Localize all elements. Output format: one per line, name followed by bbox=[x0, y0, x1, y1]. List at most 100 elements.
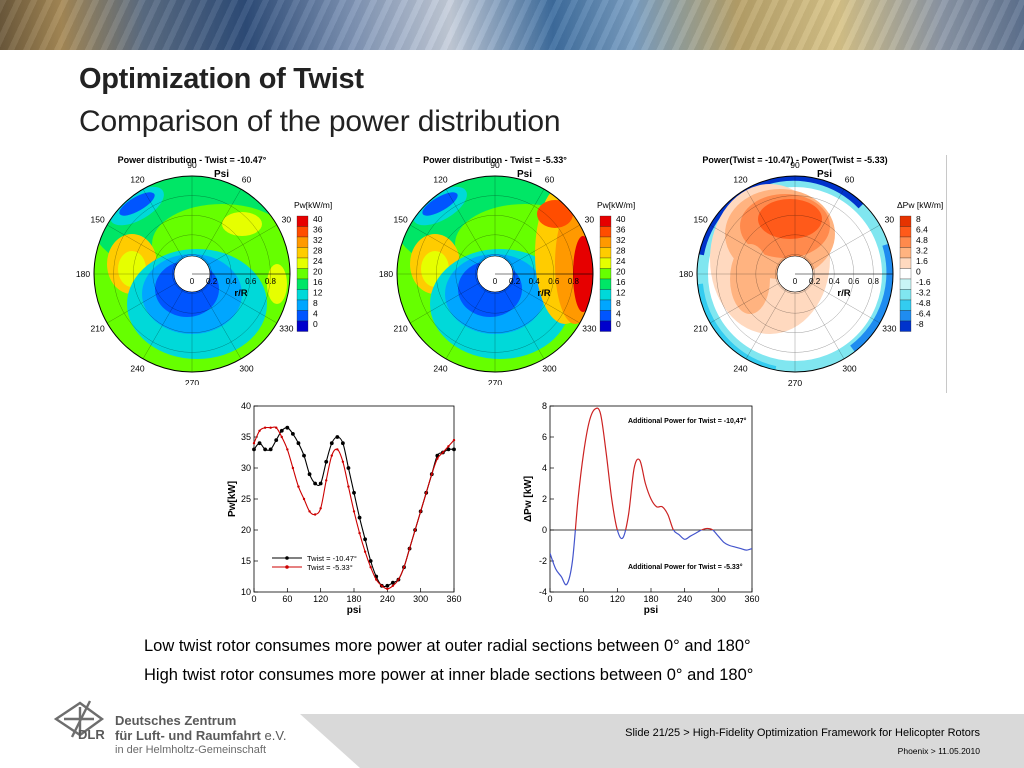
angle-tick-label: 150 bbox=[694, 215, 708, 225]
dlr-logo-icon bbox=[53, 700, 105, 738]
data-point bbox=[441, 451, 445, 454]
legend-title: Pw[kW/m] bbox=[597, 200, 635, 210]
legend-swatch bbox=[599, 215, 612, 227]
grid-spoke bbox=[410, 224, 480, 266]
legend-swatch bbox=[599, 247, 612, 259]
polar-chart-difference: Power(Twist = -10.47) - Power(Twist = -5… bbox=[679, 155, 943, 388]
footer-event-info: Phoenix > 11.05.2010 bbox=[897, 746, 980, 756]
data-point bbox=[375, 578, 378, 581]
grid-spoke bbox=[810, 282, 880, 324]
angle-tick-label: 120 bbox=[433, 175, 447, 185]
legend-level-label: 0 bbox=[616, 319, 621, 329]
data-point bbox=[336, 448, 339, 451]
data-point bbox=[363, 550, 367, 553]
grid-spoke bbox=[207, 224, 277, 266]
chart-title: Power(Twist = -10.47) - Power(Twist = -5… bbox=[702, 155, 887, 165]
grid-spoke bbox=[200, 289, 242, 359]
x-tick-label: 120 bbox=[610, 594, 625, 604]
legend-swatch bbox=[296, 226, 309, 238]
grid-spoke bbox=[803, 189, 845, 259]
data-point bbox=[307, 472, 312, 477]
data-point bbox=[258, 429, 261, 432]
radius-tick-label: 0.8 bbox=[568, 277, 580, 286]
y-tick-label: 15 bbox=[241, 556, 251, 566]
data-point bbox=[447, 445, 450, 448]
line-chart-power: 0 60 120 180 240 300 360 10 15 20 25 30 35 40 psi Pw[kW… bbox=[227, 401, 462, 616]
annotation-label: Additional Power for Twist = -5.33° bbox=[628, 563, 743, 571]
x-axis-label: psi bbox=[644, 605, 659, 616]
legend-swatch bbox=[599, 236, 612, 248]
contour-band bbox=[758, 199, 822, 239]
legend-swatch bbox=[599, 299, 612, 311]
legend-level-label: 3.2 bbox=[916, 246, 928, 256]
legend-level-label: -6.4 bbox=[916, 309, 931, 319]
radius-tick-label: 0.6 bbox=[548, 277, 560, 286]
legend-marker bbox=[285, 556, 289, 560]
bullet-list: Low twist rotor consumes more power at o… bbox=[144, 632, 753, 690]
angle-tick-label: 240 bbox=[130, 363, 144, 373]
legend-level-label: 0 bbox=[313, 319, 318, 329]
legend-swatch bbox=[296, 215, 309, 227]
x-tick-label: 60 bbox=[282, 594, 292, 604]
grid-spoke bbox=[410, 282, 480, 324]
contour-band bbox=[222, 212, 262, 236]
x-tick-label: 300 bbox=[711, 594, 726, 604]
y-tick-label: 20 bbox=[241, 525, 251, 535]
angle-tick-label: 90 bbox=[490, 160, 500, 170]
data-point bbox=[341, 460, 345, 463]
radius-axis-label: r/R bbox=[837, 288, 850, 299]
data-point bbox=[308, 510, 311, 513]
legend-swatch bbox=[599, 289, 612, 301]
data-point bbox=[335, 435, 340, 439]
x-tick-label: 360 bbox=[744, 594, 759, 604]
legend-level-label: -8 bbox=[916, 319, 924, 329]
series-line bbox=[253, 426, 455, 590]
slide-title: Optimization of Twist bbox=[79, 63, 364, 95]
grid-spoke bbox=[710, 282, 780, 324]
y-tick-label: 25 bbox=[241, 494, 251, 504]
data-point bbox=[425, 491, 428, 494]
series-line-negative bbox=[550, 530, 752, 586]
legend-level-label: 16 bbox=[313, 277, 323, 287]
legend-marker bbox=[285, 565, 289, 569]
legend-swatch bbox=[599, 226, 612, 238]
series-line-positive bbox=[574, 407, 714, 530]
data-point bbox=[318, 481, 323, 486]
grid-spoke bbox=[207, 282, 277, 324]
legend-swatch bbox=[296, 278, 309, 290]
data-point bbox=[357, 515, 362, 520]
data-point bbox=[252, 447, 256, 452]
legend-swatch bbox=[599, 310, 612, 322]
data-point bbox=[285, 425, 290, 430]
angle-tick-label: 210 bbox=[694, 324, 708, 334]
legend-swatch bbox=[899, 310, 912, 322]
data-point bbox=[363, 537, 368, 542]
x-tick-label: 300 bbox=[413, 594, 428, 604]
grid-spoke bbox=[445, 289, 487, 359]
angle-tick-label: 60 bbox=[845, 175, 855, 185]
radius-tick-label: 0 bbox=[493, 277, 498, 286]
legend-level-label: 36 bbox=[313, 225, 323, 235]
radius-axis-label: r/R bbox=[234, 288, 247, 299]
y-tick-label: 35 bbox=[241, 432, 251, 442]
org-name-line1: Deutsches Zentrum bbox=[115, 713, 237, 728]
grid-spoke bbox=[510, 282, 580, 324]
contour-band bbox=[537, 200, 573, 228]
data-point bbox=[419, 510, 422, 513]
data-point bbox=[397, 578, 400, 581]
bullet-item: High twist rotor consumes more power at … bbox=[144, 666, 754, 684]
legend-swatch bbox=[296, 247, 309, 259]
angle-tick-label: 330 bbox=[279, 324, 293, 334]
legend-label: Twist = -5.33° bbox=[307, 563, 353, 572]
data-point bbox=[291, 466, 295, 470]
data-point bbox=[313, 481, 318, 486]
angle-axis-label: Psi bbox=[517, 169, 532, 180]
legend-title: Pw[kW/m] bbox=[294, 200, 332, 210]
data-point bbox=[275, 426, 278, 429]
legend-swatch bbox=[899, 215, 912, 227]
angle-tick-label: 210 bbox=[394, 324, 408, 334]
org-name-suffix: e.V. bbox=[264, 728, 287, 743]
grid-spoke bbox=[200, 189, 242, 259]
data-point bbox=[436, 457, 439, 460]
org-name-line3: in der Helmholtz-Gemeinschaft bbox=[115, 744, 267, 756]
